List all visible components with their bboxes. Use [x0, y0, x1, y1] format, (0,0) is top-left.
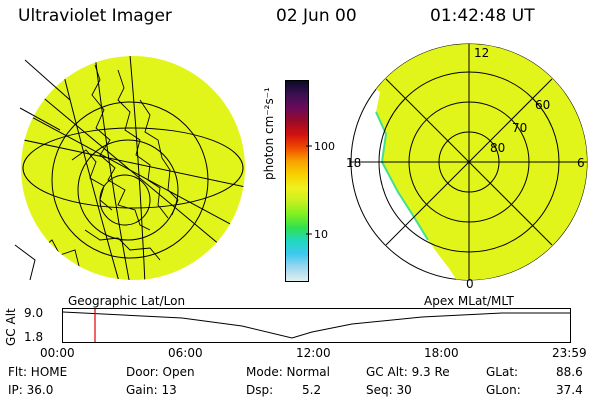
mlat-label-70: 70: [512, 121, 528, 135]
colorbar-tick-10: 10: [314, 228, 328, 241]
status-glat-label: GLat:: [486, 365, 519, 379]
mlt-label-6: 6: [577, 156, 585, 170]
timeline-axis-label: GC Alt: [4, 308, 18, 346]
timeline-xtick-1800: 18:00: [424, 346, 459, 360]
status-seq: Seq: 30: [366, 383, 412, 397]
colorbar: [285, 80, 309, 282]
status-glat-value: 88.6: [556, 365, 583, 379]
geographic-grid: [21, 56, 245, 280]
geographic-label: Geographic Lat/Lon: [68, 294, 186, 308]
colorbar-unit-label: photon cm⁻²s⁻¹: [262, 87, 276, 180]
status-glon-label: GLon:: [486, 383, 521, 397]
status-mode: Mode: Normal: [246, 365, 330, 379]
geographic-map[interactable]: [0, 40, 260, 290]
status-door: Door: Open: [126, 365, 195, 379]
apex-label: Apex MLat/MLT: [424, 294, 514, 308]
apex-grid: [351, 44, 587, 280]
timeline-ytick-max: 9.0: [24, 306, 44, 320]
mlt-label-12: 12: [474, 46, 490, 60]
instrument-title: Ultraviolet Imager: [18, 6, 172, 26]
time-readout: 01:42:48 UT: [430, 6, 535, 26]
status-dsp-value: 5.2: [302, 383, 322, 397]
status-gcalt: GC Alt: 9.3 Re: [366, 365, 450, 379]
status-glon-value: 37.4: [556, 383, 583, 397]
timeline-xtick-2359: 23:59: [552, 346, 587, 360]
timeline-xtick-0600: 06:00: [168, 346, 203, 360]
colorbar-ticks: [306, 145, 312, 235]
status-gain: Gain: 13: [126, 383, 177, 397]
status-ip: IP: 36.0: [8, 383, 54, 397]
timeline-xtick-0000: 00:00: [40, 346, 75, 360]
mlat-label-60: 60: [535, 98, 551, 112]
altitude-curve: [62, 311, 570, 339]
status-flt: Flt: HOME: [8, 365, 68, 379]
outer-grid-lines: [14, 59, 71, 281]
date-readout: 02 Jun 00: [276, 6, 357, 26]
mlt-label-0: 0: [466, 277, 474, 291]
mlt-label-18: 18: [346, 156, 362, 170]
mlat-label-80: 80: [490, 141, 506, 155]
colorbar-tick-100: 100: [314, 140, 335, 153]
status-dsp-label: Dsp:: [246, 383, 274, 397]
timeline-xtick-1200: 12:00: [296, 346, 331, 360]
timeline-ytick-min: 1.8: [24, 330, 44, 344]
geographic-map-disk: [21, 56, 245, 280]
timeline-frame: [62, 308, 571, 343]
timeline-plot[interactable]: [62, 308, 572, 344]
apex-mlt-map[interactable]: [338, 42, 600, 292]
